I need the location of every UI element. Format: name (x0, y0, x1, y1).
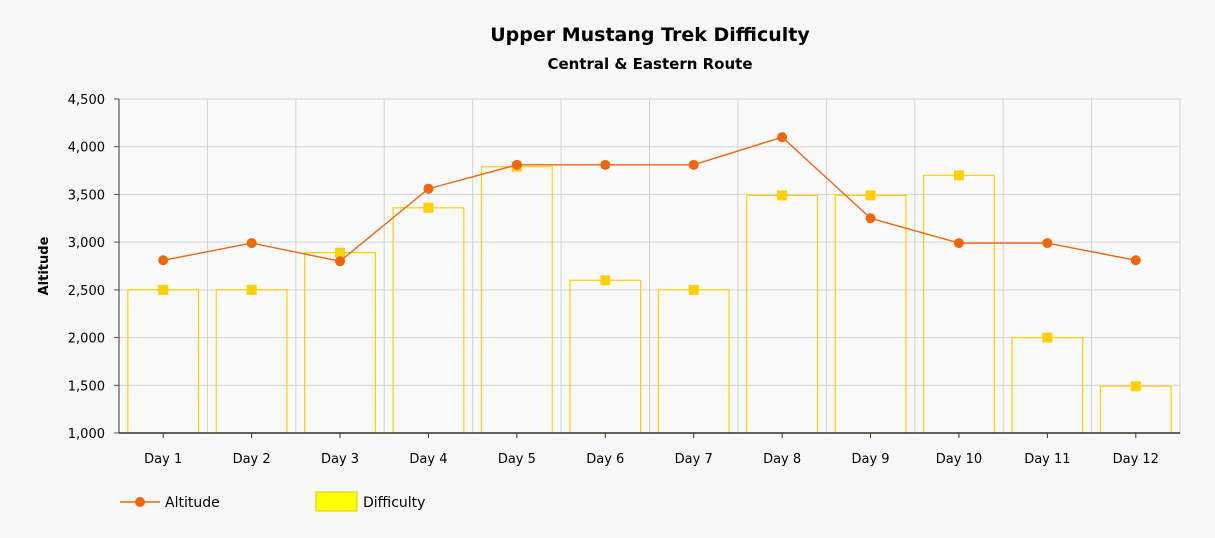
legend-item-altitude: Altitude (120, 495, 220, 511)
x-tick-label: Day 12 (1113, 452, 1159, 467)
x-tick-label: Day 3 (321, 452, 359, 467)
x-tick-label: Day 4 (409, 452, 447, 467)
difficulty-marker (865, 190, 876, 201)
altitude-point (1130, 255, 1141, 266)
legend-item-difficulty: Difficulty (315, 491, 425, 512)
x-tick-label: Day 10 (936, 452, 982, 467)
y-tick-label: 1,000 (68, 427, 105, 442)
x-tick-label: Day 9 (852, 452, 890, 467)
legend: Altitude Difficulty (120, 491, 425, 512)
y-tick-label: 3,500 (68, 188, 105, 203)
legend-difficulty-label: Difficulty (363, 495, 425, 511)
y-axis-title: Altitude (37, 236, 52, 295)
difficulty-marker (600, 275, 611, 286)
difficulty-marker (158, 284, 169, 295)
difficulty-marker (1130, 381, 1141, 392)
y-tick-label: 1,500 (68, 379, 105, 394)
altitude-point (511, 159, 522, 170)
altitude-line (158, 132, 1141, 267)
x-tick-label: Day 11 (1024, 452, 1070, 467)
x-tick-label: Day 8 (763, 452, 801, 467)
difficulty-marker (335, 247, 346, 258)
x-tick-label: Day 1 (144, 452, 182, 467)
altitude-point (423, 183, 434, 194)
altitude-point (600, 159, 611, 170)
difficulty-marker (953, 170, 964, 181)
altitude-point (335, 256, 346, 267)
legend-altitude-label: Altitude (165, 495, 220, 511)
altitude-series-line (163, 136, 1136, 262)
x-tick-label: Day 6 (586, 452, 624, 467)
axes: 1,000 1,500 2,000 2,500 3,000 3,500 4,000 4,500… (68, 93, 1180, 467)
altitude-point (246, 238, 257, 249)
altitude-point (953, 238, 964, 249)
y-tick-label: 2,000 (68, 332, 105, 347)
difficulty-marker (1042, 332, 1053, 343)
legend-difficulty-swatch-icon (315, 491, 358, 512)
chart-title: Upper Mustang Trek Difficulty (490, 24, 810, 46)
y-tick-label: 3,000 (68, 236, 105, 251)
difficulty-marker (777, 190, 788, 201)
chart-subtitle: Central & Eastern Route (547, 55, 752, 73)
altitude-point (158, 255, 169, 266)
altitude-point (688, 159, 699, 170)
difficulty-marker (688, 284, 699, 295)
x-tick-label: Day 7 (675, 452, 713, 467)
x-tick-label: Day 5 (498, 452, 536, 467)
x-tick-label: Day 2 (233, 452, 271, 467)
y-tick-label: 4,500 (68, 93, 105, 108)
y-tick-label: 2,500 (68, 284, 105, 299)
difficulty-marker (423, 202, 434, 213)
altitude-point (865, 213, 876, 224)
y-tick-label: 4,000 (68, 141, 105, 156)
difficulty-marker (246, 284, 257, 295)
grid-lines (119, 98, 1180, 433)
altitude-point (1042, 238, 1053, 249)
legend-altitude-marker-icon (135, 497, 145, 507)
altitude-point (777, 132, 788, 143)
